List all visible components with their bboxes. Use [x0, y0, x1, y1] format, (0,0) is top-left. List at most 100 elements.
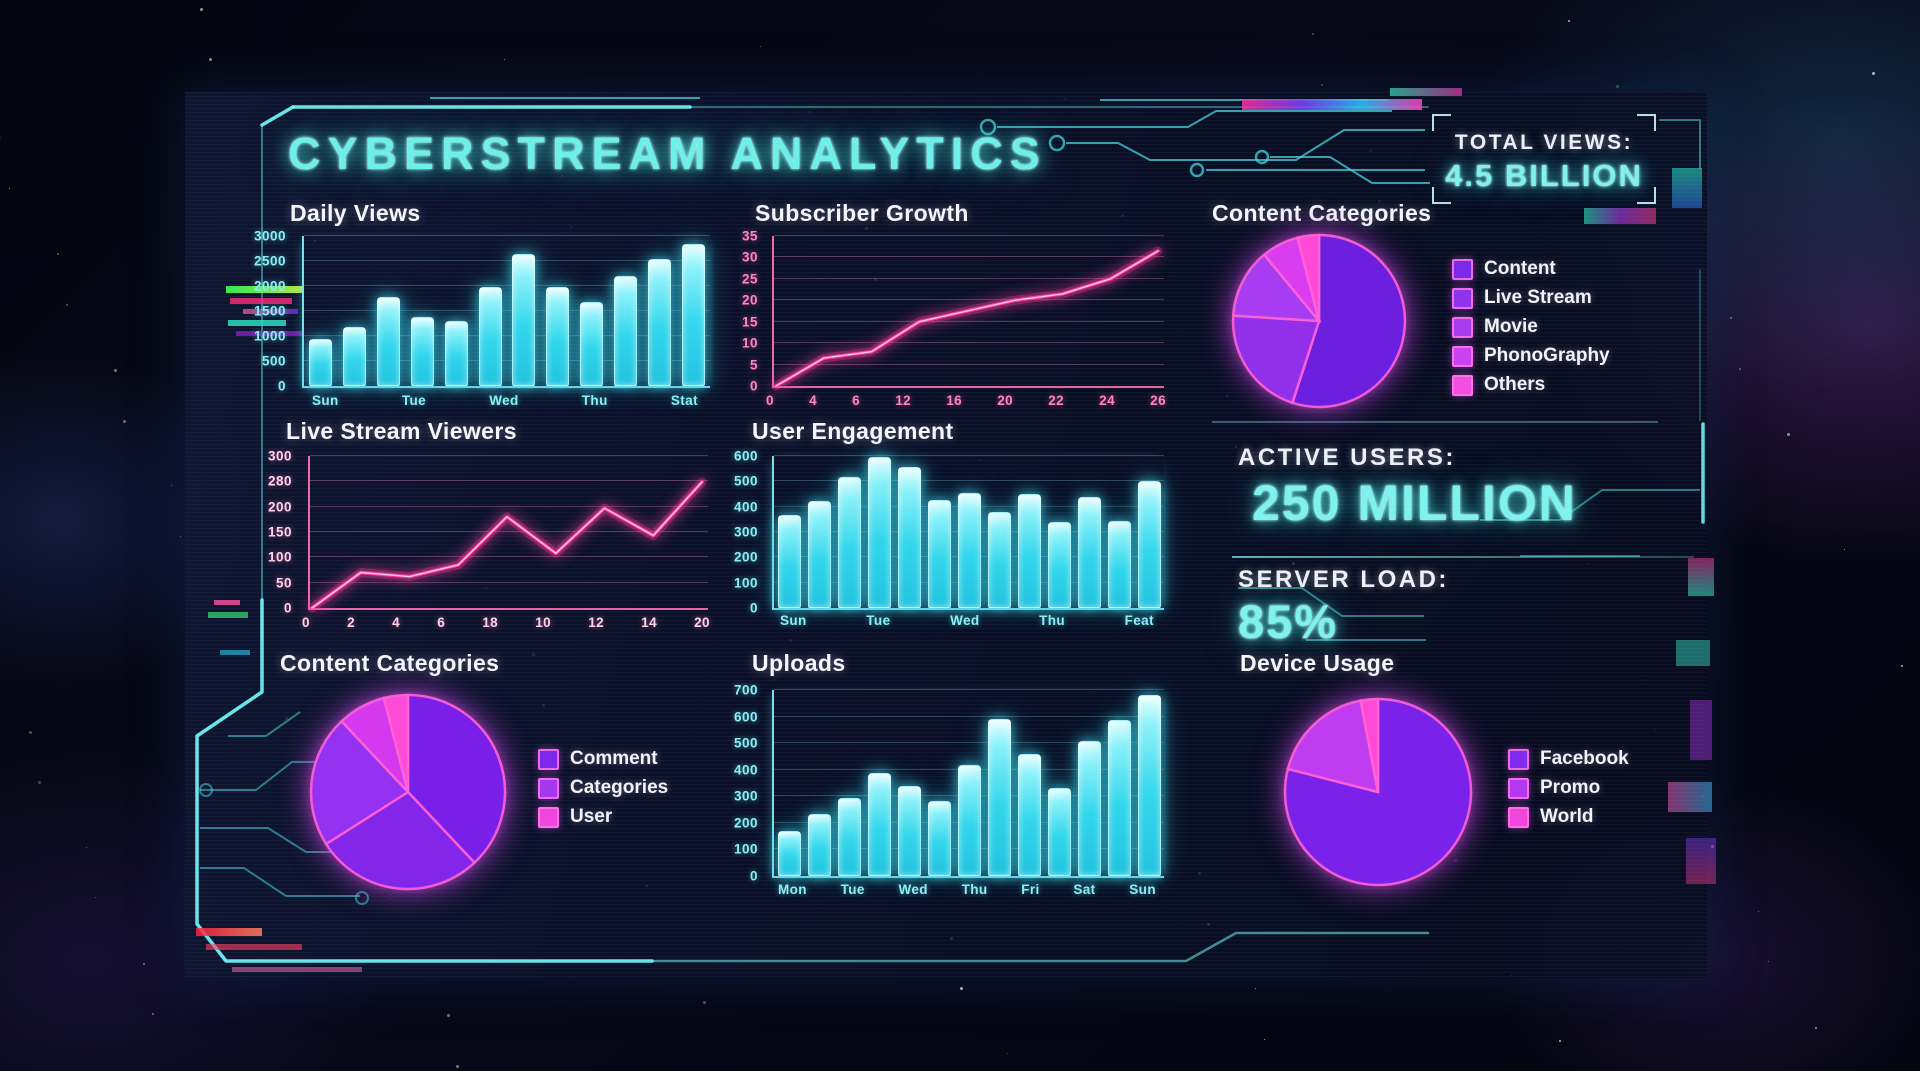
live-stream-viewers-title: Live Stream Viewers	[286, 418, 517, 444]
x-tick-label: 26	[1150, 393, 1166, 408]
x-tick-label: Sun	[312, 393, 339, 408]
star	[1321, 84, 1323, 86]
star	[960, 987, 963, 990]
bar	[987, 512, 1011, 608]
bar	[1047, 787, 1071, 876]
gridline	[774, 689, 1164, 690]
x-tick-label: Thu	[961, 882, 988, 897]
subscriber-growth-title: Subscriber Growth	[755, 200, 969, 226]
user-engagement-y-axis: 0 100 200 300 400 500 600	[676, 449, 766, 616]
user-engagement-title: User Engagement	[752, 418, 954, 444]
legend-swatch-icon	[1452, 287, 1473, 309]
y-tick-label: 500	[733, 473, 758, 489]
uploads-plot	[772, 689, 1164, 878]
gridline	[774, 320, 1164, 322]
bar	[897, 466, 921, 608]
star	[1844, 549, 1845, 550]
star	[504, 59, 505, 60]
legend-swatch-icon	[1508, 806, 1529, 828]
x-tick-label: Wed	[950, 613, 980, 628]
bar	[1017, 493, 1041, 608]
x-tick-label: Tue	[401, 393, 427, 408]
y-tick-label: 400	[733, 499, 758, 515]
gridline	[310, 455, 708, 456]
gridline	[774, 742, 1164, 744]
gridline	[774, 455, 1164, 456]
y-tick-label: 280	[267, 473, 292, 489]
legend-item: Others	[1452, 374, 1610, 396]
y-tick-label: 35	[741, 228, 758, 244]
gridline	[310, 480, 708, 482]
x-tick-label: 16	[946, 393, 963, 408]
x-tick-label: 4	[392, 615, 401, 630]
bar	[377, 296, 401, 386]
bars	[304, 236, 710, 386]
bars	[774, 690, 1164, 876]
y-tick-label: 5	[749, 357, 758, 373]
gridline	[774, 299, 1164, 301]
legend-label: Movie	[1484, 316, 1538, 337]
y-tick-label: 25	[741, 271, 758, 287]
star	[1730, 317, 1732, 319]
pie-slice	[1231, 252, 1322, 323]
star	[38, 781, 41, 784]
pie-slice	[1231, 314, 1321, 405]
legend-item: User	[538, 806, 668, 828]
x-tick-label: Wed	[898, 882, 928, 897]
subscriber-growth-x-axis: 0 4 6 12 16 20 22 24 26	[766, 393, 1166, 408]
y-tick-label: 600	[733, 709, 758, 725]
page-title: CYBERSTREAM ANALYTICS	[288, 128, 1047, 179]
bar	[837, 476, 861, 608]
star	[1768, 961, 1769, 962]
bar	[1017, 754, 1041, 876]
line-path	[774, 249, 1160, 388]
live-stream-y-axis: 0 50 100 150 200 280 300	[210, 449, 300, 616]
bar	[444, 321, 468, 386]
x-tick-label: 0	[302, 615, 310, 630]
gridline	[774, 715, 1164, 717]
legend-swatch-icon	[538, 777, 559, 799]
total-views-label: TOTAL VIEWS:	[1454, 131, 1634, 154]
x-tick-label: Tue	[866, 613, 891, 628]
content-categories-2-legend: Comment Categories User	[538, 748, 668, 835]
bar	[987, 718, 1011, 876]
x-tick-label: 4	[809, 393, 817, 408]
gridline	[304, 260, 710, 261]
star	[152, 1013, 154, 1015]
gridline	[774, 363, 1164, 365]
legend-item: Movie	[1452, 316, 1610, 338]
x-tick-label: Thu	[581, 393, 608, 408]
bar	[478, 286, 502, 386]
x-tick-label: Fri	[1021, 882, 1040, 897]
y-tick-label: 200	[267, 499, 292, 515]
star	[1007, 1053, 1008, 1054]
y-tick-label: 20	[741, 292, 758, 308]
legend-label: Categories	[570, 777, 669, 798]
star	[1568, 20, 1570, 22]
x-tick-label: 20	[694, 615, 710, 630]
daily-views-x-axis: Sun Tue Wed Thu Stat	[302, 393, 708, 408]
star	[1616, 85, 1619, 88]
y-tick-label: 0	[749, 600, 758, 616]
y-tick-label: 50	[275, 575, 292, 591]
bar	[777, 831, 801, 876]
legend-item: Facebook	[1508, 748, 1629, 770]
x-tick-label: Wed	[489, 393, 519, 408]
star	[456, 1065, 459, 1068]
bar	[1107, 719, 1131, 876]
x-tick-label: 20	[997, 393, 1014, 408]
bar	[867, 456, 891, 608]
star	[0, 137, 1, 138]
legend-item: Promo	[1508, 777, 1629, 799]
bar	[1137, 480, 1161, 608]
legend-label: Promo	[1540, 777, 1601, 798]
bracket-corner-icon	[1432, 187, 1451, 204]
legend-item: PhonoGraphy	[1452, 345, 1610, 367]
x-tick-label: Thu	[1039, 613, 1066, 628]
star	[209, 58, 212, 61]
legend-label: Comment	[570, 748, 658, 769]
legend-label: Facebook	[1540, 748, 1629, 769]
live-stream-plot	[307, 455, 708, 613]
star	[9, 188, 10, 189]
bar	[1077, 741, 1101, 876]
